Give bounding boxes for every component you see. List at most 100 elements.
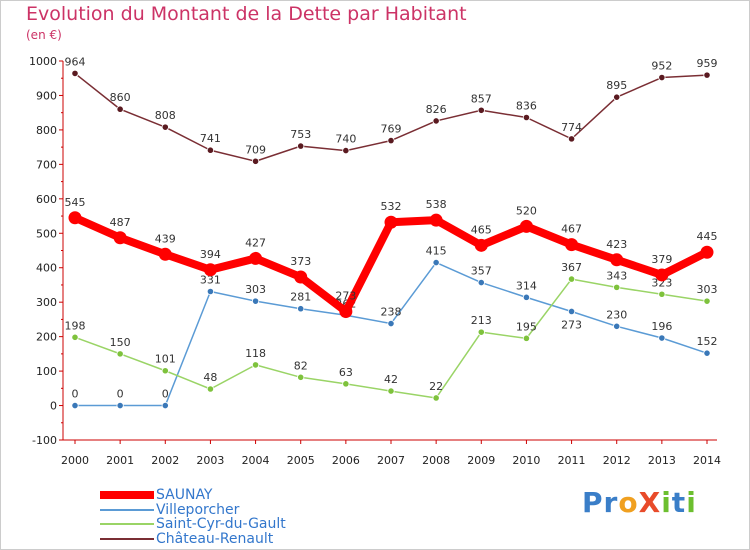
data-label-saint-cyr-du-gault: 63 xyxy=(339,366,353,379)
data-label-villeporcher: 0 xyxy=(162,388,169,401)
legend-swatch-saunay xyxy=(100,490,154,499)
data-point-saunay xyxy=(158,247,172,261)
data-point-chateau-renault xyxy=(71,69,79,78)
data-point-chateau-renault xyxy=(658,73,666,82)
data-point-saunay xyxy=(203,263,217,277)
data-point-chateau-renault xyxy=(116,105,124,113)
data-point-saint-cyr-du-gault xyxy=(342,380,350,388)
data-label-saint-cyr-du-gault: 150 xyxy=(110,336,131,349)
data-label-chateau-renault: 860 xyxy=(110,91,131,104)
data-label-saint-cyr-du-gault: 118 xyxy=(245,347,266,360)
data-point-villeporcher xyxy=(477,278,485,287)
data-point-chateau-renault xyxy=(477,106,485,114)
data-label-chateau-renault: 826 xyxy=(426,103,447,116)
y-tick-label: 0 xyxy=(50,400,57,413)
y-tick-label: 200 xyxy=(36,331,57,344)
data-point-villeporcher xyxy=(567,307,576,316)
legend-label-saunay: SAUNAY xyxy=(156,486,213,503)
data-label-saunay: 545 xyxy=(65,196,86,209)
x-tick-label: 2006 xyxy=(332,454,360,467)
legend-swatch-chateau-renault xyxy=(100,537,154,540)
legend-item-chateau-renault: Château-Renault xyxy=(100,530,273,547)
data-point-villeporcher xyxy=(251,297,260,305)
data-point-saunay xyxy=(384,215,398,229)
data-point-villeporcher xyxy=(658,334,666,342)
logo-letter: i xyxy=(661,486,672,519)
data-point-chateau-renault xyxy=(613,93,621,101)
data-label-chateau-renault: 740 xyxy=(335,133,356,146)
data-label-chateau-renault: 741 xyxy=(200,132,221,145)
data-label-saunay: 520 xyxy=(516,204,537,217)
data-point-saunay xyxy=(610,253,624,267)
data-point-chateau-renault xyxy=(432,117,440,125)
logo-letter: t xyxy=(671,486,687,519)
x-tick-label: 2009 xyxy=(467,454,495,467)
data-label-villeporcher: 196 xyxy=(651,320,672,333)
data-point-chateau-renault xyxy=(251,157,260,165)
data-point-saunay xyxy=(339,304,353,318)
x-tick-label: 2008 xyxy=(422,454,450,467)
data-point-saint-cyr-du-gault xyxy=(613,283,621,291)
page-title: Evolution du Montant de la Dette par Hab… xyxy=(26,3,467,25)
x-tick-label: 2014 xyxy=(693,454,721,467)
data-label-chateau-renault: 895 xyxy=(606,79,627,92)
y-tick-label: 600 xyxy=(36,193,57,206)
legend-item-villeporcher: Villeporcher xyxy=(100,501,239,518)
data-point-saunay xyxy=(249,251,263,265)
data-label-chateau-renault: 808 xyxy=(155,109,176,122)
data-label-saunay: 439 xyxy=(155,232,176,245)
data-point-chateau-renault xyxy=(567,135,576,143)
data-point-saint-cyr-du-gault xyxy=(297,373,305,381)
data-point-villeporcher xyxy=(432,258,440,267)
data-label-villeporcher: 415 xyxy=(426,245,447,258)
data-label-villeporcher: 281 xyxy=(290,291,311,304)
data-label-saunay: 445 xyxy=(697,230,718,243)
data-label-villeporcher: 314 xyxy=(516,279,537,292)
data-point-villeporcher xyxy=(206,287,215,296)
data-point-chateau-renault xyxy=(342,146,350,155)
y-tick-label: 800 xyxy=(36,124,57,137)
data-point-saint-cyr-du-gault xyxy=(432,394,440,402)
data-label-saint-cyr-du-gault: 343 xyxy=(606,269,627,282)
data-point-saint-cyr-du-gault xyxy=(567,275,576,283)
data-point-saunay xyxy=(565,238,579,252)
data-label-saint-cyr-du-gault: 22 xyxy=(429,380,443,393)
data-label-saint-cyr-du-gault: 42 xyxy=(384,373,398,386)
data-point-villeporcher xyxy=(387,319,395,328)
data-point-villeporcher xyxy=(703,349,711,357)
data-point-saint-cyr-du-gault xyxy=(116,350,124,358)
data-label-villeporcher: 331 xyxy=(200,274,221,287)
series-chateau-renault: 964 860 808 741 709 753 740 769 826 857 836 774 895 9… xyxy=(65,55,718,165)
data-label-chateau-renault: 769 xyxy=(381,123,402,136)
data-label-saunay: 394 xyxy=(200,248,221,261)
data-label-villeporcher: 0 xyxy=(117,388,124,401)
data-label-saunay: 532 xyxy=(381,200,402,213)
series-layer: 964 860 808 741 709 753 740 769 826 857 836 774 895 9… xyxy=(65,55,718,410)
data-point-villeporcher xyxy=(297,305,305,313)
x-tick-label: 2000 xyxy=(61,454,89,467)
x-tick-label: 2011 xyxy=(558,454,586,467)
data-point-saint-cyr-du-gault xyxy=(206,385,215,393)
x-tick-label: 2001 xyxy=(106,454,134,467)
data-label-saint-cyr-du-gault: 195 xyxy=(516,320,537,333)
data-label-saint-cyr-du-gault: 367 xyxy=(561,261,582,274)
data-point-saunay xyxy=(474,238,488,252)
data-point-saint-cyr-du-gault xyxy=(477,328,485,336)
y-tick-label: 900 xyxy=(36,89,57,102)
data-point-saint-cyr-du-gault xyxy=(658,290,666,298)
data-label-villeporcher: 273 xyxy=(561,318,582,331)
y-tick-label: 100 xyxy=(36,365,57,378)
data-point-saunay xyxy=(700,245,714,259)
data-point-saint-cyr-du-gault xyxy=(71,333,79,341)
y-tick-label: 500 xyxy=(36,227,57,240)
data-label-saunay: 379 xyxy=(651,253,672,266)
data-point-chateau-renault xyxy=(522,113,531,122)
y-tick-label: 1000 xyxy=(29,55,57,68)
data-label-saunay: 487 xyxy=(110,216,131,229)
data-label-saint-cyr-du-gault: 82 xyxy=(294,359,308,372)
legend-item-saint-cyr-du-gault: Saint-Cyr-du-Gault xyxy=(100,515,286,532)
y-tick-label: 400 xyxy=(36,262,57,275)
proxiti-logo: ProXiti xyxy=(582,486,697,519)
data-point-saunay xyxy=(519,219,533,233)
legend-label-saint-cyr-du-gault: Saint-Cyr-du-Gault xyxy=(156,515,286,532)
